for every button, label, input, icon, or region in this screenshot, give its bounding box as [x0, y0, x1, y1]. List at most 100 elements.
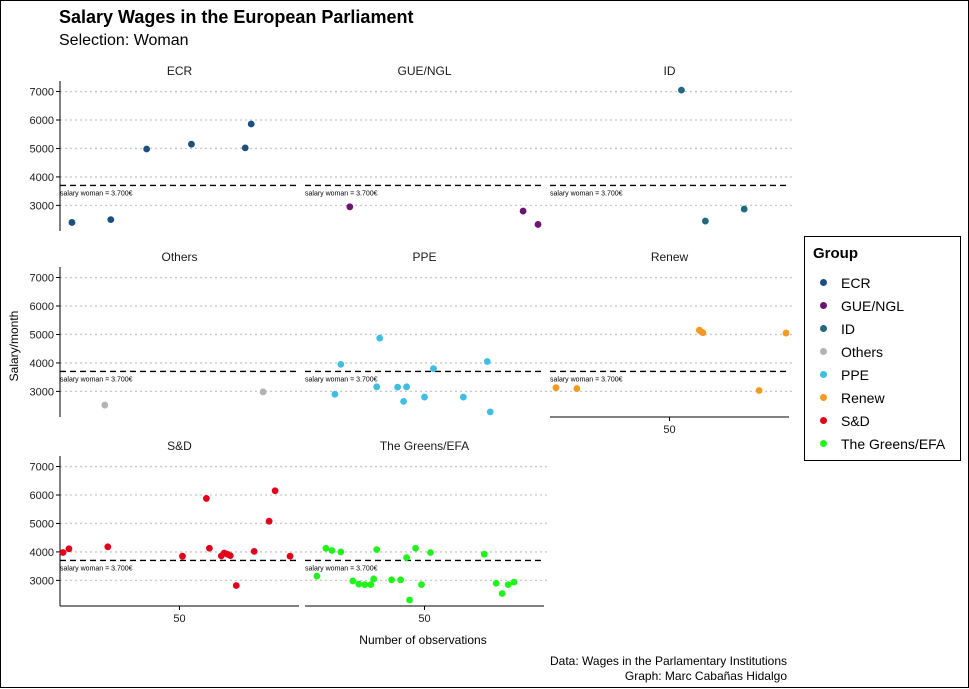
reference-line-label: salary woman = 3.700€: [305, 376, 378, 383]
panel-strip-label: PPE: [412, 250, 436, 264]
legend-item: The Greens/EFA: [813, 432, 960, 455]
data-point: [179, 552, 186, 560]
panel-strip-label: S&D: [167, 439, 192, 453]
y-tick-label: 5000: [30, 143, 54, 155]
data-point: [427, 549, 434, 556]
panel-strip-label: ECR: [167, 64, 193, 78]
y-tick-label: 4000: [30, 547, 54, 559]
legend-item: Renew: [813, 386, 960, 409]
data-point: [740, 205, 748, 213]
legend: Group ECR GUE/NGL ID Others PPE Renew S&D The G…: [804, 236, 961, 461]
data-point: [205, 544, 213, 552]
data-point: [367, 581, 375, 589]
data-point: [373, 383, 381, 391]
legend-swatch: [820, 417, 827, 424]
data-point: [241, 144, 249, 152]
legend-label: The Greens/EFA: [841, 435, 946, 452]
panel-strip-label: The Greens/EFA: [380, 439, 469, 453]
data-point: [459, 393, 467, 401]
data-point: [412, 544, 419, 552]
legend-swatch: [820, 302, 827, 309]
legend-swatch: [820, 440, 827, 447]
data-point: [361, 581, 369, 589]
reference-line-label: salary woman = 3.700€: [550, 190, 623, 197]
data-point: [397, 576, 404, 584]
data-point: [678, 86, 685, 94]
panel-strip-label: ID: [664, 64, 676, 78]
legend-label: GUE/NGL: [841, 297, 905, 314]
data-point: [328, 547, 336, 554]
data-point: [492, 579, 500, 587]
data-point: [65, 545, 73, 553]
legend-item: ECR: [813, 271, 960, 294]
data-point: [188, 140, 195, 148]
legend-label: ID: [841, 320, 855, 337]
data-point: [504, 581, 512, 589]
data-point: [403, 383, 410, 391]
x-tick-label: 50: [663, 424, 675, 436]
y-axis-title: Salary/month: [7, 311, 21, 382]
data-point: [355, 580, 363, 588]
reference-line-label: salary woman = 3.700€: [60, 565, 133, 572]
data-point: [247, 120, 255, 128]
reference-line-label: salary woman = 3.700€: [60, 190, 133, 197]
legend-label: Others: [841, 343, 884, 360]
data-point: [202, 495, 210, 502]
data-point: [373, 546, 381, 554]
legend-swatch: [820, 371, 827, 378]
legend-item: ID: [813, 317, 960, 340]
y-tick-label: 6000: [30, 115, 54, 127]
data-point: [265, 517, 273, 525]
reference-line-label: salary woman = 3.700€: [305, 565, 378, 572]
data-point: [349, 577, 357, 585]
data-point: [421, 393, 428, 401]
data-point: [498, 590, 506, 597]
data-point: [331, 390, 339, 398]
data-point: [259, 388, 267, 396]
legend-label: S&D: [841, 412, 870, 429]
legend-label: PPE: [841, 366, 870, 383]
caption: Data: Wages in the Parlamentary Institut…: [550, 654, 787, 684]
panel-strip-label: Others: [161, 250, 197, 264]
data-point: [510, 578, 518, 586]
panel-strip-label: Renew: [651, 250, 689, 264]
x-tick-label: 50: [418, 613, 430, 625]
legend-label: Renew: [841, 389, 885, 406]
y-tick-label: 7000: [30, 87, 54, 99]
reference-line-label: salary woman = 3.700€: [305, 190, 378, 197]
data-point: [400, 397, 407, 405]
legend-item: S&D: [813, 409, 960, 432]
y-tick-label: 4000: [30, 358, 54, 370]
legend-label: ECR: [841, 274, 871, 291]
data-point: [68, 219, 76, 226]
data-point: [394, 383, 402, 391]
data-point: [313, 572, 321, 580]
y-tick-label: 3000: [30, 575, 54, 587]
legend-item: GUE/NGL: [813, 294, 960, 317]
data-point: [552, 384, 560, 392]
data-point: [406, 596, 413, 604]
legend-swatch: [820, 279, 827, 286]
data-point: [346, 203, 354, 211]
data-point: [232, 582, 240, 589]
data-point: [101, 401, 109, 409]
data-point: [388, 576, 396, 584]
data-point: [337, 360, 345, 368]
data-point: [755, 387, 763, 394]
reference-line-label: salary woman = 3.700€: [550, 376, 623, 383]
chart-subtitle: Selection: Woman: [59, 32, 189, 49]
legend-swatch: [820, 325, 827, 332]
data-point: [107, 216, 115, 224]
legend-swatch: [820, 394, 827, 401]
y-tick-label: 6000: [30, 490, 54, 502]
data-point: [699, 329, 707, 337]
y-tick-label: 3000: [30, 386, 54, 398]
legend-item: Others: [813, 340, 960, 363]
data-point: [104, 543, 112, 551]
data-point: [418, 581, 425, 589]
data-point: [250, 547, 258, 555]
y-tick-label: 7000: [30, 462, 54, 474]
data-point: [322, 544, 330, 552]
panel-strip-label: GUE/NGL: [397, 64, 451, 78]
data-point: [271, 487, 279, 495]
